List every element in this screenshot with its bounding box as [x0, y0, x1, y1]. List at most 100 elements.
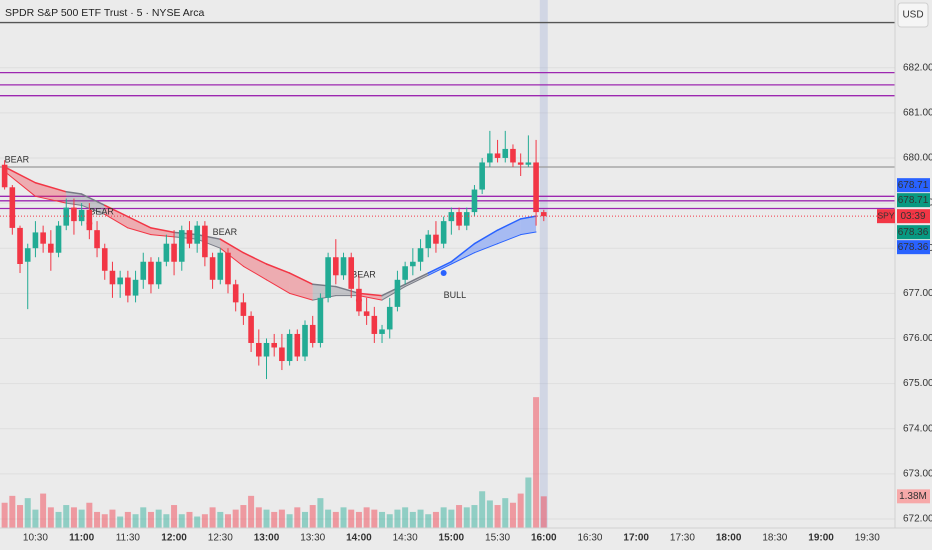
candle-body — [171, 243, 177, 262]
ribbon-line — [381, 283, 406, 297]
volume-bar — [263, 509, 270, 528]
volume-bar — [371, 509, 378, 528]
ribbon-fill — [35, 182, 67, 204]
candle-body — [202, 225, 208, 258]
candle-body — [132, 279, 139, 296]
ribbon-line — [242, 251, 268, 265]
candle-body — [209, 257, 216, 280]
candle-body — [394, 279, 401, 307]
plot-area: BEAR BEAR BEAR BEAR BULL — [0, 0, 895, 528]
x-tick-label: 12:30 — [208, 533, 233, 544]
volume-bar — [456, 505, 463, 528]
candle-body — [386, 306, 393, 330]
ribbon-line — [335, 285, 360, 295]
ribbon-line — [196, 233, 222, 240]
volume-bar — [209, 507, 216, 528]
candle-body — [502, 148, 509, 158]
candle-body — [517, 162, 524, 165]
candle-body — [125, 277, 131, 296]
candle-body — [225, 252, 231, 285]
currency-label[interactable]: USD — [902, 10, 923, 21]
symbol-label: SPY — [877, 210, 894, 220]
volume-bar — [533, 397, 540, 528]
volume-bar — [425, 514, 432, 528]
volume-bar — [525, 477, 532, 528]
price-tag-label: 678.71 — [898, 195, 929, 206]
ribbon-line — [358, 292, 383, 297]
ribbon-fill — [474, 230, 498, 253]
chart-title: SPDR S&P 500 ETF Trust · 5 · NYSE Arca — [5, 7, 205, 19]
y-tick-label: 676.00 — [903, 333, 932, 344]
ribbon-fill — [497, 218, 521, 244]
volume-bar — [348, 509, 355, 528]
candle-body — [487, 153, 493, 163]
volume-bar — [517, 493, 524, 528]
volume-bar — [171, 505, 178, 528]
ribbon-line — [311, 283, 337, 288]
volume-bar — [486, 500, 493, 528]
candle-body — [163, 243, 170, 262]
volume-bar — [440, 507, 447, 528]
ribbon-line — [265, 263, 291, 274]
ribbon-line — [3, 166, 37, 184]
volume-bar — [463, 507, 470, 528]
symbol-badge — [877, 209, 895, 224]
x-tick-label: 10:30 — [23, 533, 48, 544]
ribbon-fill — [243, 252, 267, 280]
candle-body — [325, 257, 331, 298]
ribbon-line — [80, 193, 106, 207]
candle-body — [55, 225, 62, 253]
currency-button[interactable] — [897, 2, 929, 28]
volume-badge — [897, 489, 930, 504]
x-tick-label: 13:30 — [300, 533, 325, 544]
ribbon-fill — [104, 205, 128, 228]
candle-body — [317, 297, 324, 343]
volume-bar — [32, 509, 39, 528]
volume-bar — [70, 507, 77, 528]
x-tick-label: 16:00 — [531, 533, 557, 544]
ribbon-line — [4, 170, 36, 197]
ribbon-line — [288, 272, 314, 286]
volume-bar — [17, 505, 24, 528]
volume-bar — [417, 509, 424, 528]
ribbon-line — [219, 247, 244, 267]
candle-body — [279, 347, 285, 362]
ribbon-line — [404, 274, 429, 288]
candle-body — [40, 232, 46, 244]
volume-bar — [109, 509, 116, 528]
ribbon-line — [381, 286, 406, 301]
volume-bar — [432, 511, 439, 528]
candle-body — [309, 324, 316, 343]
candle-body — [48, 243, 54, 253]
x-tick-label: 17:30 — [670, 533, 695, 544]
volume-bar — [147, 511, 154, 528]
volume-bar — [1, 502, 8, 528]
candle-body — [286, 333, 293, 362]
volume-bar — [494, 505, 501, 528]
volume-bar — [117, 516, 124, 528]
ribbon-fill — [127, 216, 151, 235]
ribbon-line — [81, 204, 106, 215]
countdown-label: 03:39 — [900, 211, 925, 222]
ribbon-line — [265, 279, 291, 294]
ribbon-line — [196, 238, 221, 249]
price-tag-label: 678.71 — [898, 180, 929, 191]
y-tick-label: 680.00 — [903, 153, 932, 164]
candle-body — [294, 333, 301, 357]
y-tick-label: 674.00 — [903, 423, 932, 434]
price-tag — [897, 178, 930, 193]
candle-body — [117, 277, 123, 285]
candle-body — [71, 207, 77, 222]
volume-bar — [86, 502, 93, 528]
ribbon-line — [173, 231, 198, 236]
ribbon-line — [473, 229, 499, 245]
candle-body — [148, 261, 154, 285]
volume-bar — [255, 507, 262, 528]
volume-bar — [271, 511, 278, 528]
ribbon-line — [427, 263, 452, 276]
ribbon-line — [519, 215, 537, 220]
volume-bar — [186, 511, 193, 528]
candle-body — [140, 261, 147, 280]
candle-body — [525, 162, 532, 165]
